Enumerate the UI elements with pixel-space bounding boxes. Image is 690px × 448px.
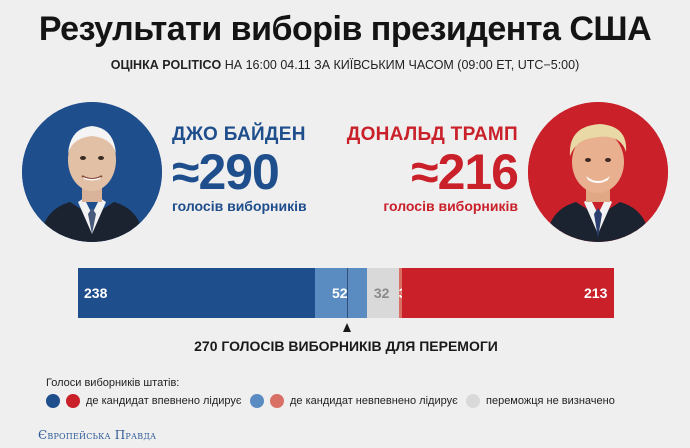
trump-block: ДОНАЛЬД ТРАМП ≈216 голосів виборників [346, 124, 519, 214]
subtitle-time: НА 16:00 04.11 ЗА КИЇВСЬКИМ ЧАСОМ (09:00… [224, 58, 580, 72]
legend-label-solid: де кандидат впевнено лідирує [86, 395, 242, 407]
bar-label-tossup: 32 [373, 285, 390, 301]
bar-segment-rep_solid [401, 268, 614, 318]
bar-segment-tossup [366, 268, 399, 318]
legend-item-tossup: переможця не визначено [466, 393, 615, 409]
legend-dot-dem-solid [46, 394, 60, 408]
electoral-stacked-bar: 23852323213 [78, 268, 614, 332]
trump-portrait [528, 102, 668, 242]
legend-item-lean: де кандидат невпевнено лідирує [250, 393, 458, 409]
legend-dot-rep-lean [270, 394, 284, 408]
biden-votes-caption: голосів виборників [172, 198, 307, 214]
page-title: Результати виборів президента США [38, 10, 652, 48]
legend-dot-dem-lean [250, 394, 264, 408]
legend-dot-tossup [466, 394, 480, 408]
threshold-line [346, 268, 348, 318]
legend-item-solid: де кандидат впевнено лідирує [46, 393, 242, 409]
biden-portrait-icon [22, 102, 162, 242]
trump-vote-count: ≈216 [411, 144, 519, 200]
publisher-logo: Європейська Правда [38, 428, 156, 442]
trump-votes-caption: голосів виборників [383, 198, 518, 214]
subtitle-source: ОЦІНКА POLITICO [110, 58, 222, 72]
legend-title: Голоси виборників штатів: [46, 377, 180, 389]
legend-dot-rep-solid [66, 394, 80, 408]
biden-block: ДЖО БАЙДЕН ≈290 голосів виборників [172, 124, 307, 214]
biden-vote-count: ≈290 [172, 144, 280, 200]
bar-segment-dem_lean [315, 268, 367, 318]
threshold-marker-icon [342, 323, 351, 332]
bar-label-dem_lean: 52 [332, 285, 348, 301]
bar-segment-rep_lean [398, 268, 402, 318]
legend-label-tossup: переможця не визначено [486, 395, 615, 407]
bar-segment-dem_solid [78, 268, 316, 318]
legend-label-lean: де кандидат невпевнено лідирує [290, 395, 458, 407]
trump-portrait-icon [528, 102, 668, 242]
bar-label-rep_solid: 213 [584, 285, 608, 301]
trump-name: ДОНАЛЬД ТРАМП [346, 124, 518, 145]
publisher-logo-text: Європейська Правда [38, 428, 157, 442]
subtitle: ОЦІНКА POLITICO НА 16:00 04.11 ЗА КИЇВСЬ… [0, 58, 690, 72]
biden-portrait [22, 102, 162, 242]
bar-label-dem_solid: 238 [84, 285, 108, 301]
threshold-label: 270 ГОЛОСІВ ВИБОРНИКІВ ДЛЯ ПЕРЕМОГИ [194, 338, 498, 354]
biden-name: ДЖО БАЙДЕН [172, 124, 306, 145]
